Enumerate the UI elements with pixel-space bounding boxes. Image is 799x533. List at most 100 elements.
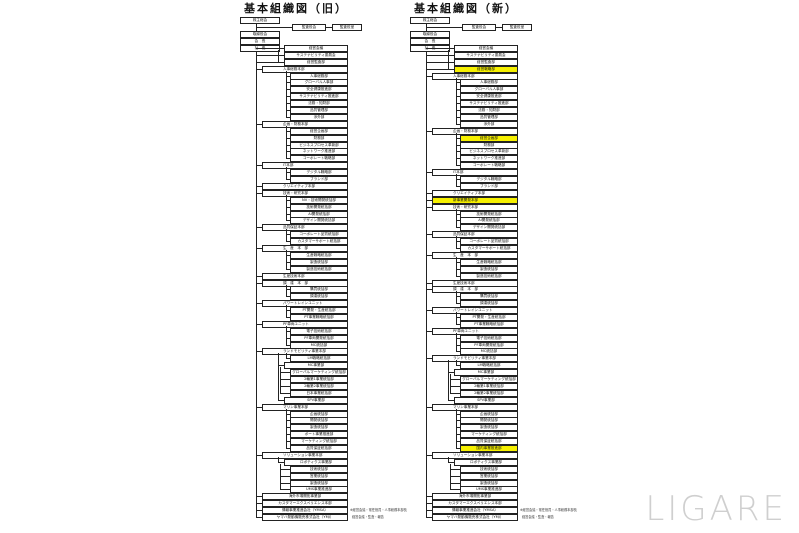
department-box: 品質保証本部 — [432, 231, 518, 239]
connector — [280, 489, 290, 491]
connector — [456, 248, 460, 249]
connector — [456, 441, 460, 443]
connector — [426, 48, 454, 49]
department-box: クリエイティブ本部 — [432, 189, 518, 197]
connector — [286, 316, 290, 318]
department-box: 財務部 — [460, 141, 518, 149]
department-box: AI開発統括部 — [460, 217, 518, 225]
connector — [426, 510, 432, 512]
footnote: ※経営会議・常任役員・人事総務本部長 — [350, 508, 407, 512]
spine — [456, 312, 457, 324]
connector — [286, 213, 290, 215]
department-box: LM戦略統括部 — [290, 355, 348, 363]
connector — [280, 385, 290, 387]
connector — [286, 199, 290, 201]
chart-title: 基本組織図（新） — [414, 2, 518, 15]
connector — [456, 434, 460, 436]
main-spine — [256, 20, 257, 517]
connector — [256, 454, 262, 456]
chairman-box: 会 長 — [240, 38, 280, 45]
department-box: 技術統括部 — [460, 465, 518, 473]
connector — [256, 406, 262, 408]
department-box: 渉外部 — [290, 113, 348, 121]
spine — [286, 194, 287, 221]
connector — [450, 385, 460, 387]
connector — [450, 475, 460, 477]
spine — [448, 456, 449, 462]
highlighted-department-box: 経営戦略部 — [454, 65, 518, 73]
department-box: MC事業部 — [454, 369, 518, 377]
department-box: 製造技術統括部 — [460, 272, 518, 280]
connector — [286, 130, 290, 132]
connector — [426, 254, 432, 256]
department-box: 企画・財務本部 — [432, 127, 518, 135]
department-box: ロボティクス事業部 — [454, 458, 518, 466]
department-box: コーポレート品質統括部 — [460, 238, 518, 246]
department-box: 人事総務本部 — [262, 65, 348, 73]
department-box: 開発統括部 — [290, 417, 348, 425]
department-box: PF車両開発統括部 — [290, 334, 348, 342]
main-spine — [426, 20, 427, 517]
spine — [286, 250, 287, 269]
connector — [456, 82, 460, 84]
spine — [456, 291, 457, 304]
spine — [278, 456, 279, 462]
connector — [450, 482, 460, 484]
connector — [456, 137, 460, 139]
connector — [456, 448, 460, 450]
connector — [456, 268, 460, 270]
footnote: ※経営会議・常任役員・人事総務本部長 — [520, 508, 577, 512]
connector — [426, 206, 432, 208]
chairman-box: 会 長 — [410, 38, 450, 45]
department-box: 経営監査部 — [284, 58, 348, 66]
connector — [256, 68, 262, 70]
department-box: ソリューション事業本部 — [262, 451, 348, 459]
spine — [456, 174, 457, 186]
connector — [286, 310, 290, 312]
connector — [456, 323, 460, 325]
spine — [286, 325, 287, 345]
connector — [426, 199, 432, 201]
connector — [286, 172, 290, 174]
department-box: ブランド部 — [460, 182, 518, 190]
department-box: ロボティクス事業部 — [284, 458, 348, 466]
connector — [456, 227, 460, 229]
connector — [278, 365, 284, 367]
connector — [256, 54, 284, 56]
connector — [280, 392, 290, 394]
spine — [448, 50, 449, 69]
department-box: サステナビリティ推進部 — [290, 93, 348, 101]
department-box: 法務・知財部 — [460, 107, 518, 115]
department-box: 購買統括部 — [290, 286, 348, 294]
department-box: 企画統括部 — [290, 410, 348, 418]
department-box: MC統括部 — [290, 341, 348, 349]
department-box: 開発統括部 — [460, 417, 518, 425]
department-box: 製造技術統括部 — [290, 265, 348, 273]
department-box: 製造統括部 — [290, 479, 348, 487]
connector — [456, 241, 460, 243]
department-box: 海外市場開拓事業部 — [262, 493, 348, 501]
spine — [286, 284, 287, 297]
department-box: サステナビリティ推進部 — [460, 100, 518, 108]
department-box: カスタマーエクスペリエンス本部 — [262, 500, 348, 508]
connector — [256, 227, 262, 229]
connector — [426, 130, 432, 132]
connector — [426, 406, 432, 408]
department-box: PT開発・生産統括部 — [460, 313, 518, 321]
department-box: ブランド部 — [290, 176, 348, 184]
connector — [256, 123, 262, 125]
auditors-office-box: 監査役室 — [502, 24, 532, 31]
department-box: 製造統括部 — [290, 424, 348, 432]
department-box: 技術開発統括部 — [460, 210, 518, 218]
connector — [456, 89, 460, 91]
connector — [256, 61, 284, 63]
spine — [456, 360, 457, 366]
connector — [448, 399, 454, 401]
connector — [456, 303, 460, 305]
footnote: 経営会議・監査・報告 — [352, 515, 384, 519]
board-box: 取締役会 — [240, 31, 280, 38]
department-box: 人事総務本部 — [432, 72, 518, 80]
connector — [286, 103, 290, 105]
connector — [256, 503, 262, 505]
connector — [280, 372, 290, 374]
